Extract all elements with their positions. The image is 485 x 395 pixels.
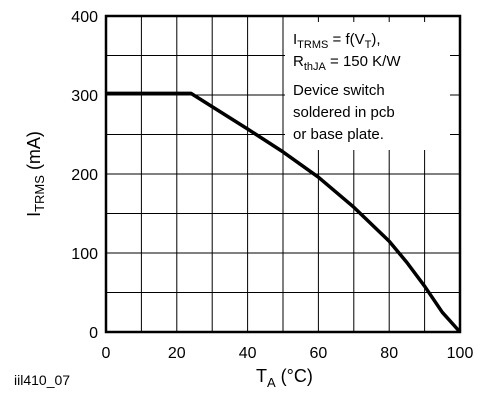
x-tick-label: 40 — [239, 345, 257, 362]
annotation-line-5: or base plate. — [293, 126, 384, 143]
y-tick-label: 400 — [71, 9, 98, 26]
y-axis-title: ITRMS (mA) — [24, 131, 47, 217]
annotation-line-3: Device switch — [293, 82, 385, 99]
series-line — [106, 91, 462, 334]
y-tick-label: 200 — [71, 167, 98, 184]
x-tick-label: 80 — [380, 345, 398, 362]
annotation: ITRMS = f(VT), RthJA = 150 K/W Device sw… — [293, 31, 401, 143]
annotation-background — [285, 22, 450, 150]
plot-frame — [104, 14, 462, 334]
y-tick-label: 0 — [89, 325, 98, 342]
annotation-line-2: RthJA = 150 K/W — [293, 53, 401, 73]
curve-layer — [106, 91, 462, 334]
x-axis-title: TA (°C) — [256, 366, 313, 390]
x-tick-label: 0 — [102, 345, 111, 362]
y-tick-label: 300 — [71, 88, 98, 105]
x-tick-label: 20 — [168, 345, 186, 362]
figure-id: iil410_07 — [14, 372, 70, 388]
x-tick-label: 100 — [447, 345, 474, 362]
annotation-line-4: soldered in pcb — [293, 104, 395, 121]
x-tick-labels: 0 20 40 60 80 100 — [102, 345, 474, 362]
annotation-line-1: ITRMS = f(VT), — [293, 31, 381, 51]
y-tick-label: 100 — [71, 246, 98, 263]
x-tick-label: 60 — [310, 345, 328, 362]
y-tick-labels: 0 100 200 300 400 — [71, 9, 98, 342]
